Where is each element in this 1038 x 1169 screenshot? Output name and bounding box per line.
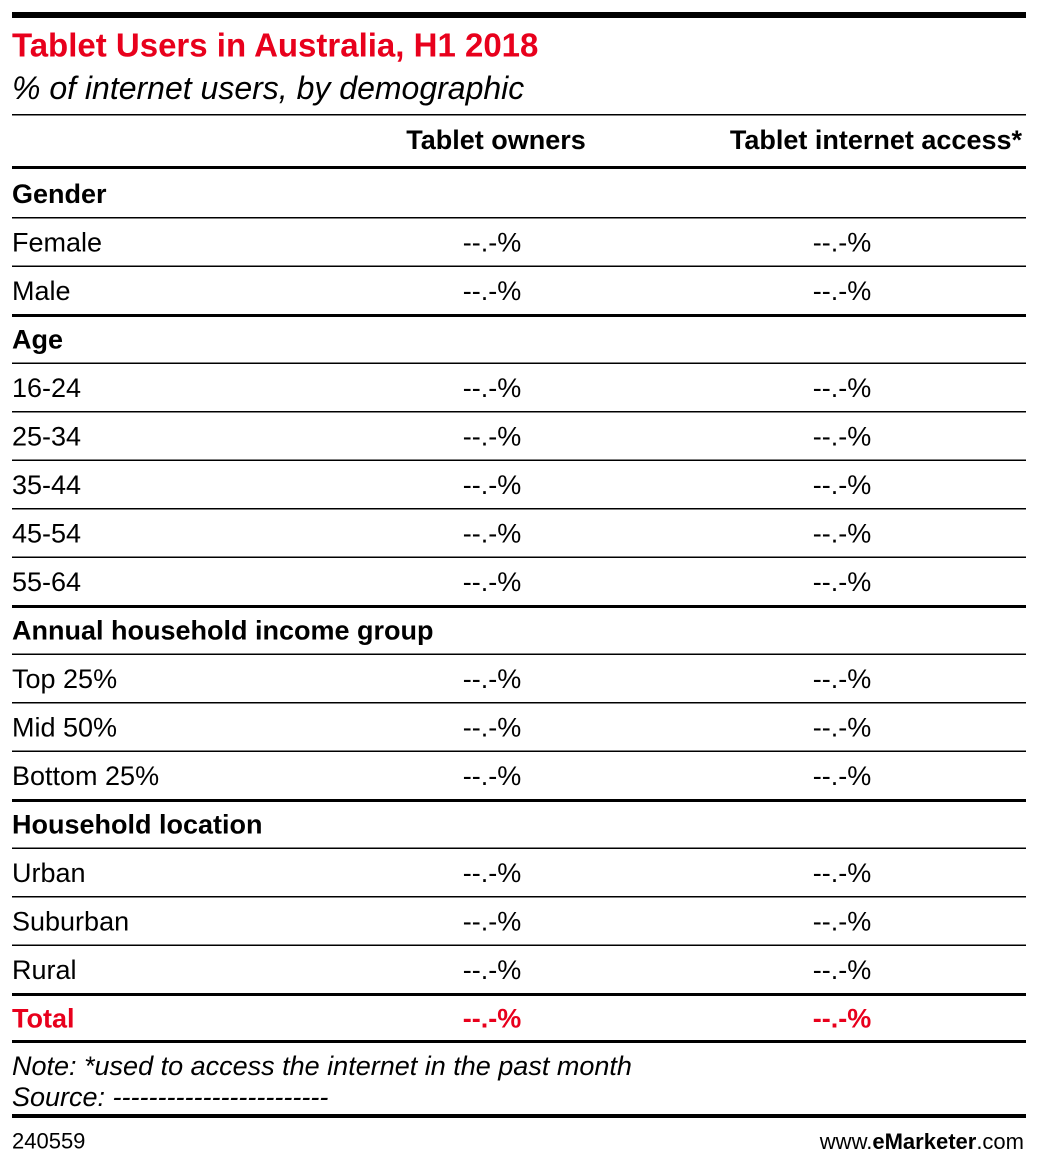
cell: --.-% [813,664,871,694]
row-label: Top 25% [12,664,117,694]
rule [12,605,1026,608]
cell: --.-% [813,422,871,452]
rule [12,993,1026,996]
row-label: 35-44 [12,470,81,500]
rule [12,702,1026,704]
cell: --.-% [463,519,521,549]
row-label: Male [12,276,71,306]
row-label: 16-24 [12,373,81,403]
note: Note: *used to access the internet in th… [12,1051,632,1081]
row-label: Suburban [12,907,129,937]
rule [12,114,1026,116]
row-label: 25-34 [12,422,81,452]
cell: --.-% [463,761,521,791]
rule [12,896,1026,898]
section-label: Age [12,325,63,355]
cell: --.-% [463,228,521,258]
total-label: Total [12,1004,75,1034]
cell: --.-% [463,713,521,743]
cell: --.-% [813,907,871,937]
cell: --.-% [463,567,521,597]
cell: --.-% [463,276,521,306]
cell: --.-% [813,761,871,791]
top-rule [12,12,1026,18]
cell: --.-% [463,907,521,937]
rule [12,1040,1026,1043]
cell: --.-% [463,858,521,888]
cell: --.-% [813,567,871,597]
row-label: Urban [12,858,86,888]
row-label: Female [12,228,102,258]
rule [12,411,1026,413]
section-label: Gender [12,179,107,209]
cell: --.-% [463,664,521,694]
rule [12,265,1026,267]
subtitle: % of internet users, by demographic [12,70,524,106]
cell: --.-% [463,422,521,452]
rule [12,217,1026,219]
site: www.eMarketer.com [819,1129,1024,1154]
column-header: Tablet internet access* [730,125,1023,155]
cell: --.-% [813,1004,871,1034]
row-label: 55-64 [12,567,81,597]
cell: --.-% [813,858,871,888]
rule [12,314,1026,317]
row-label: Mid 50% [12,713,117,743]
cell: --.-% [813,519,871,549]
cell: --.-% [463,955,521,985]
rule [12,508,1026,510]
rule [12,944,1026,946]
rule [12,750,1026,752]
title: Tablet Users in Australia, H1 2018 [12,27,538,64]
cell: --.-% [813,373,871,403]
cell: --.-% [813,955,871,985]
cell: --.-% [813,228,871,258]
section-label: Household location [12,810,263,840]
cell: --.-% [813,713,871,743]
rule [12,556,1026,558]
row-label: Bottom 25% [12,761,159,791]
site-part: .com [976,1129,1024,1154]
site-part: www. [819,1129,873,1154]
rule [12,847,1026,849]
row-label: 45-54 [12,519,81,549]
site-part: eMarketer [872,1129,976,1154]
rule [12,362,1026,364]
cell: --.-% [463,470,521,500]
rule [12,799,1026,802]
cell: --.-% [463,373,521,403]
row-label: Rural [12,955,77,985]
column-header: Tablet owners [406,125,586,155]
cell: --.-% [813,276,871,306]
chart-id: 240559 [12,1129,85,1154]
cell: --.-% [463,1004,521,1034]
rule [12,459,1026,461]
section-label: Annual household income group [12,616,434,646]
rule [12,653,1026,655]
rule [12,1114,1026,1118]
cell: --.-% [813,470,871,500]
source: Source: ------------------------ [12,1082,328,1112]
rule [12,166,1026,169]
